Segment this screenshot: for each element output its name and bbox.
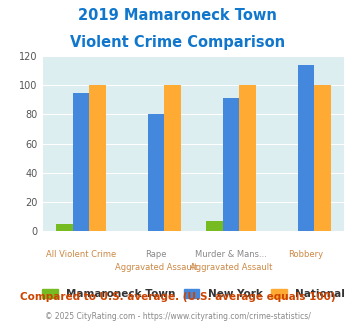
Text: Aggravated Assault: Aggravated Assault xyxy=(115,263,197,272)
Bar xyxy=(89,85,106,231)
Text: Murder & Mans...: Murder & Mans... xyxy=(195,250,267,259)
Text: Robbery: Robbery xyxy=(288,250,323,259)
Text: Compared to U.S. average. (U.S. average equals 100): Compared to U.S. average. (U.S. average … xyxy=(20,292,335,302)
Text: 2019 Mamaroneck Town: 2019 Mamaroneck Town xyxy=(78,8,277,23)
Text: © 2025 CityRating.com - https://www.cityrating.com/crime-statistics/: © 2025 CityRating.com - https://www.city… xyxy=(45,312,310,321)
Text: Aggravated Assault: Aggravated Assault xyxy=(190,263,272,272)
Bar xyxy=(206,221,223,231)
Bar xyxy=(223,98,239,231)
Bar xyxy=(56,224,73,231)
Text: Violent Crime Comparison: Violent Crime Comparison xyxy=(70,35,285,50)
Bar xyxy=(73,92,89,231)
Bar xyxy=(164,85,181,231)
Bar xyxy=(314,85,331,231)
Text: Rape: Rape xyxy=(145,250,167,259)
Bar xyxy=(297,65,314,231)
Bar xyxy=(239,85,256,231)
Bar xyxy=(148,115,164,231)
Text: All Violent Crime: All Violent Crime xyxy=(46,250,116,259)
Legend: Mamaroneck Town, New York, National: Mamaroneck Town, New York, National xyxy=(38,285,349,304)
